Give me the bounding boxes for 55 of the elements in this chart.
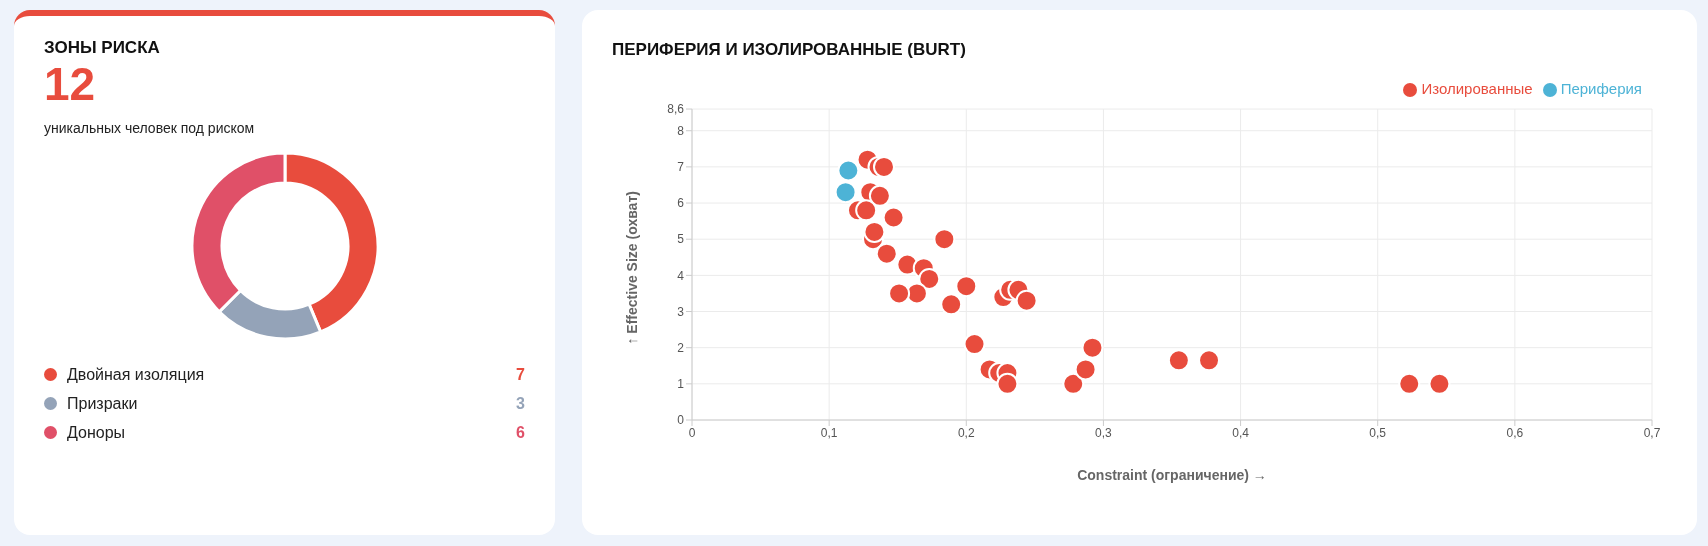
point bbox=[963, 333, 986, 356]
point bbox=[855, 199, 878, 222]
point bbox=[837, 159, 860, 182]
y-tick-label: 8 bbox=[677, 123, 685, 138]
x-tick-label: 0,1 bbox=[820, 425, 838, 440]
point bbox=[1167, 349, 1190, 372]
y-axis-title: ↑ Effective Size (охват) bbox=[623, 191, 640, 345]
point bbox=[834, 181, 857, 204]
point bbox=[955, 275, 978, 298]
point bbox=[882, 206, 905, 229]
chart-title: ПЕРИФЕРИЯ И ИЗОЛИРОВАННЫЕ (BURT) bbox=[612, 40, 967, 60]
legend-label: Двойная изоляция bbox=[67, 365, 206, 384]
x-tick-label: 0,3 bbox=[1095, 425, 1113, 440]
x-tick-label: 0,2 bbox=[957, 425, 975, 440]
x-axis-title: Constraint (ограничение) → bbox=[1077, 467, 1267, 483]
x-tick-label: 0,5 bbox=[1369, 425, 1387, 440]
point bbox=[863, 220, 886, 243]
y-tick-label: 3 bbox=[677, 304, 685, 319]
point bbox=[888, 282, 911, 305]
legend-label: Призраки bbox=[67, 394, 139, 413]
point bbox=[933, 228, 956, 251]
data-label: 3 bbox=[516, 394, 525, 413]
y-tick-label: 4 bbox=[677, 268, 685, 283]
point bbox=[1428, 372, 1451, 395]
point bbox=[918, 267, 941, 290]
point bbox=[875, 242, 898, 265]
text: уникальных человек под риском bbox=[44, 120, 256, 136]
point bbox=[996, 372, 1019, 395]
data-label: 7 bbox=[516, 365, 525, 384]
x-tick-label: 0,6 bbox=[1506, 425, 1524, 440]
y-tick-label: 5 bbox=[677, 232, 685, 247]
legend-label: Периферия bbox=[1560, 80, 1642, 97]
x-tick-label: 0 bbox=[688, 425, 696, 440]
y-tick-label: 0 bbox=[677, 413, 685, 428]
legend-label: Доноры bbox=[67, 423, 127, 442]
point bbox=[940, 293, 963, 316]
text: 12 bbox=[44, 58, 97, 110]
y-tick-label: 1 bbox=[677, 377, 685, 392]
y-tick-label: 2 bbox=[677, 340, 685, 355]
point bbox=[1398, 372, 1421, 395]
x-tick-label: 0,7 bbox=[1643, 425, 1661, 440]
point bbox=[1081, 336, 1104, 359]
legend-label: Изолированные bbox=[1421, 80, 1533, 97]
point bbox=[1074, 358, 1097, 381]
point bbox=[1062, 372, 1085, 395]
y-tick-label: 7 bbox=[677, 160, 685, 175]
y-tick-label: 6 bbox=[677, 196, 685, 211]
data-label: 6 bbox=[516, 423, 525, 442]
point bbox=[1198, 349, 1221, 372]
y-tick-label: 8,6 bbox=[667, 102, 685, 117]
point bbox=[873, 155, 895, 178]
chart-title: ЗОНЫ РИСКА bbox=[44, 38, 161, 58]
point bbox=[1015, 289, 1038, 312]
point bbox=[868, 184, 891, 207]
x-tick-label: 0,4 bbox=[1232, 425, 1250, 440]
